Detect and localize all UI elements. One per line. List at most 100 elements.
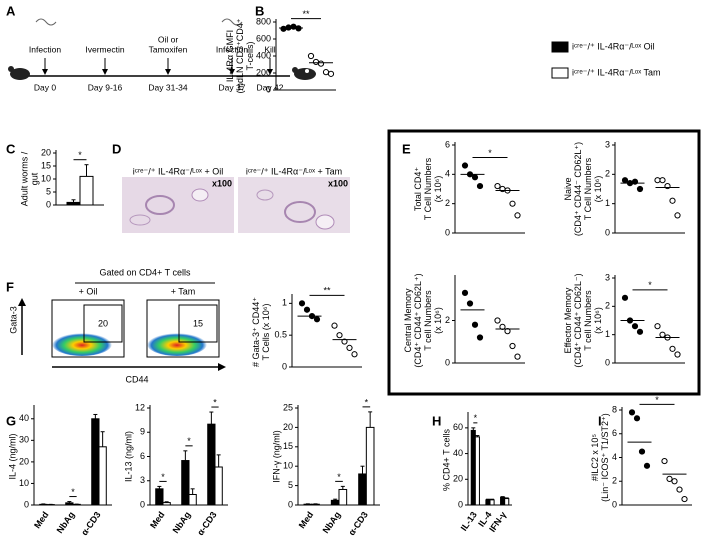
y-tick-label: 0 bbox=[24, 499, 29, 509]
micrograph-magnification: x100 bbox=[328, 178, 348, 188]
data-point bbox=[461, 162, 469, 169]
y-tick-label: 9 bbox=[140, 427, 145, 437]
panel-label: F bbox=[6, 279, 14, 294]
y-tick-label: 20 bbox=[283, 422, 293, 432]
y-tick-label: 1 bbox=[282, 298, 287, 308]
data-point bbox=[331, 322, 338, 329]
significance-label: * bbox=[187, 436, 191, 446]
x-tick-label: IL-13 bbox=[459, 510, 479, 533]
bar bbox=[338, 488, 348, 506]
y-axis-label: Naive bbox=[563, 177, 573, 200]
bar bbox=[181, 460, 190, 506]
x-tick-label: NbAg bbox=[55, 510, 77, 535]
y-tick-label: 3 bbox=[140, 475, 145, 485]
significance-label: * bbox=[365, 397, 369, 407]
y-tick-label: 1 bbox=[605, 198, 610, 208]
data-point bbox=[674, 212, 681, 219]
bar bbox=[155, 488, 164, 506]
panel-label: A bbox=[6, 3, 16, 18]
data-point bbox=[494, 182, 501, 190]
legend-swatch bbox=[551, 67, 569, 79]
data-point bbox=[654, 177, 661, 184]
x-tick-label: Med bbox=[297, 510, 316, 530]
data-point bbox=[351, 351, 358, 358]
data-point bbox=[336, 332, 343, 339]
y-axis-label: (Lin⁻ ICOS⁺ T1/ST2⁺) bbox=[600, 413, 610, 502]
y-axis-label: % CD4+ T cells bbox=[441, 429, 451, 491]
bar bbox=[489, 499, 495, 506]
y-tick-label: 2 bbox=[605, 301, 610, 311]
data-point bbox=[471, 321, 479, 328]
event-day: Day 9-16 bbox=[88, 82, 123, 92]
event-label: Infection bbox=[29, 44, 61, 54]
y-tick-label: 20 bbox=[41, 147, 51, 157]
y-tick-label: 8 bbox=[612, 404, 617, 414]
y-axis-label: gut bbox=[29, 172, 39, 185]
y-axis-label: T Cell Numbers bbox=[423, 157, 433, 220]
event-arrow-head bbox=[42, 69, 48, 75]
y-axis-label: T Cells (x 10⁶) bbox=[261, 303, 271, 360]
y-tick-label: 0.5 bbox=[274, 330, 287, 340]
bar bbox=[66, 201, 81, 206]
y-axis-label: #ILC2 x 10⁵ bbox=[590, 434, 600, 482]
y-axis-label: Central Memory bbox=[403, 288, 413, 353]
legend-swatch bbox=[551, 41, 569, 53]
data-point bbox=[476, 182, 484, 190]
legend-label: iᶜʳᵉ⁻/⁺ IL-4Rα⁻/ᴸᵒˣ Oil bbox=[572, 41, 655, 51]
y-tick-label: 200 bbox=[256, 67, 271, 77]
mouse-icon bbox=[8, 66, 30, 80]
significance-label: * bbox=[655, 395, 659, 405]
y-tick-label: 0 bbox=[445, 227, 450, 237]
y-tick-label: 3 bbox=[605, 272, 610, 282]
x-tick-label: NbAg bbox=[171, 510, 193, 535]
data-point bbox=[280, 25, 287, 32]
panel-label: I bbox=[598, 413, 602, 428]
event-arrow-head bbox=[229, 69, 235, 75]
y-tick-label: 4 bbox=[445, 169, 450, 179]
worm-icon bbox=[221, 18, 243, 26]
data-point bbox=[346, 344, 353, 352]
y-tick-label: 10 bbox=[41, 173, 51, 183]
y-axis-label: Effector Memory bbox=[563, 287, 573, 353]
micrograph bbox=[122, 177, 234, 233]
data-point bbox=[633, 415, 641, 422]
event-label: Infection bbox=[216, 44, 248, 54]
panel-e-frame bbox=[387, 129, 701, 396]
event-label: Oil or bbox=[158, 34, 178, 44]
panel-label: E bbox=[402, 141, 411, 156]
data-point bbox=[659, 177, 666, 184]
bar bbox=[79, 175, 94, 206]
bar bbox=[358, 473, 367, 506]
y-axis-label: (CD4⁺ CD44⁻ CD62L⁺) bbox=[573, 142, 583, 236]
y-tick-label: 40 bbox=[453, 448, 463, 458]
significance-label: * bbox=[474, 413, 478, 423]
y-axis-label: T-cells) bbox=[245, 41, 255, 70]
data-point bbox=[341, 338, 348, 345]
data-point bbox=[661, 457, 668, 465]
bar bbox=[470, 429, 476, 506]
bar bbox=[330, 499, 340, 506]
worm-icon bbox=[35, 18, 57, 26]
event-arrow-head bbox=[165, 69, 171, 75]
y-axis-label: IFN-γ (ng/ml) bbox=[271, 430, 281, 483]
event-label: Tamoxifen bbox=[149, 44, 188, 54]
bar bbox=[214, 466, 223, 506]
y-tick-label: 0 bbox=[266, 84, 271, 94]
micrograph-label: iᶜʳᵉ⁻/⁺ IL-4Rα⁻/ᴸᵒˣ + Tam bbox=[246, 166, 342, 176]
y-tick-label: 10 bbox=[283, 461, 293, 471]
bar bbox=[474, 436, 480, 506]
bar bbox=[311, 503, 320, 506]
bar bbox=[98, 446, 107, 506]
flow-plot bbox=[51, 299, 125, 358]
y-tick-label: 6 bbox=[140, 451, 145, 461]
data-point bbox=[659, 331, 666, 338]
y-axis-label: (CD4⁺ CD44⁺ CD62L⁺) bbox=[413, 273, 423, 367]
panel-label: G bbox=[6, 413, 16, 428]
legend-label: iᶜʳᵉ⁻/⁺ IL-4Rα⁻/ᴸᵒˣ Tam bbox=[572, 67, 661, 77]
y-axis-label: T cell Numbers bbox=[423, 290, 433, 351]
significance-label: * bbox=[78, 150, 82, 160]
y-axis-label: IL-13 (ng/ml) bbox=[123, 431, 133, 482]
axis-arrow-head bbox=[18, 298, 26, 306]
x-tick-label: α-CD3 bbox=[195, 510, 218, 537]
y-tick-label: 2 bbox=[605, 169, 610, 179]
